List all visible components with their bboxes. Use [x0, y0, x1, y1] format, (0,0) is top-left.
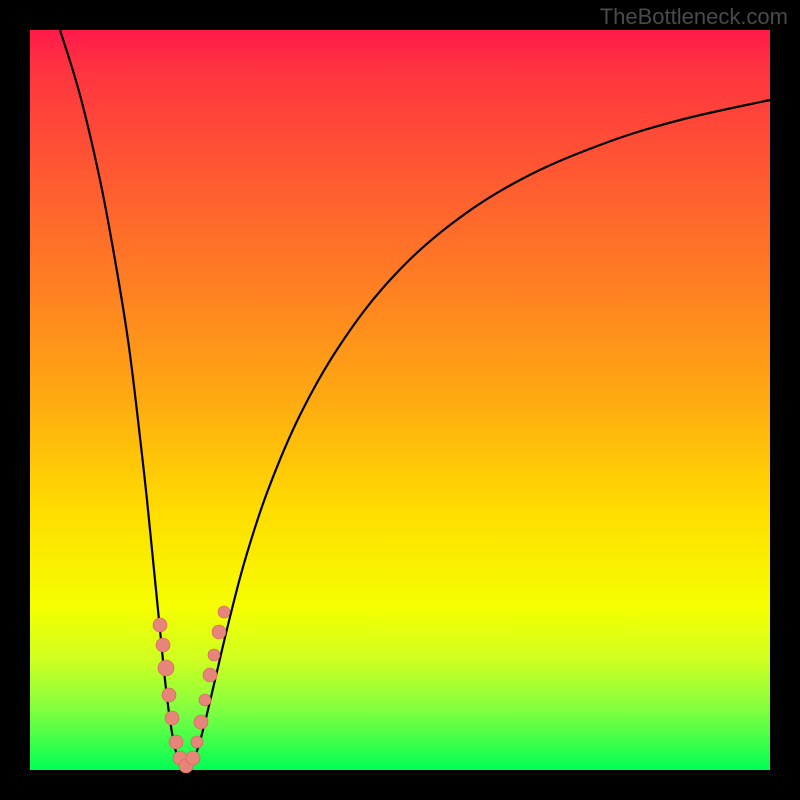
data-marker — [212, 625, 226, 639]
data-marker — [194, 715, 208, 729]
data-marker — [158, 660, 174, 676]
curve-right-branch — [186, 100, 770, 768]
data-marker — [162, 688, 176, 702]
chart-container: TheBottleneck.com — [0, 0, 800, 800]
watermark-text: TheBottleneck.com — [600, 4, 788, 30]
curve-left-branch — [60, 30, 186, 768]
curve-layer — [0, 0, 800, 800]
data-marker — [208, 649, 220, 661]
data-marker — [153, 618, 167, 632]
data-marker — [218, 606, 230, 618]
data-marker — [156, 638, 170, 652]
data-marker — [169, 735, 183, 749]
data-marker — [203, 668, 217, 682]
data-marker — [186, 751, 200, 765]
data-marker — [199, 694, 211, 706]
data-marker — [165, 711, 179, 725]
data-marker — [191, 736, 203, 748]
